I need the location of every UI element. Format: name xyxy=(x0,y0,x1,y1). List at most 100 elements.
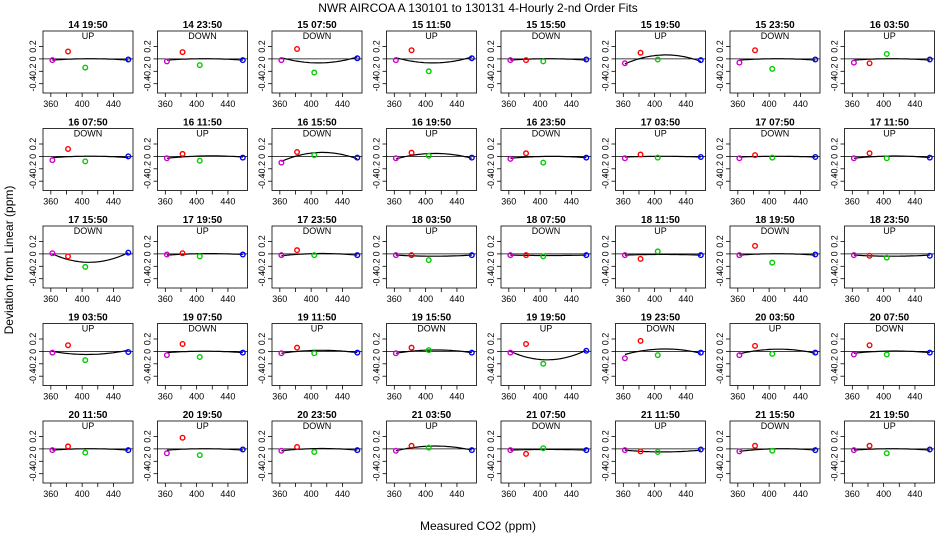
panel-title: 19 23:50 xyxy=(641,313,681,324)
x-tick-label: 360 xyxy=(501,392,516,402)
data-point xyxy=(470,56,475,61)
y-tick-label: -0.2 xyxy=(715,259,725,275)
x-tick-label: 360 xyxy=(845,392,860,402)
data-point xyxy=(66,254,71,259)
x-tick-label: 400 xyxy=(189,99,204,109)
data-point xyxy=(852,352,857,357)
x-tick-label: 360 xyxy=(272,392,287,402)
panel-title: 21 19:50 xyxy=(870,410,910,421)
y-tick-label: 0.2 xyxy=(143,235,153,248)
y-tick-label: 0 xyxy=(143,251,153,256)
x-tick-label: 360 xyxy=(387,294,402,304)
panel-title: 19 03:50 xyxy=(68,313,108,324)
y-tick-label: -0.2 xyxy=(715,454,725,470)
y-tick-label: -0.2 xyxy=(715,64,725,80)
x-tick-label: 360 xyxy=(272,489,287,499)
y-tick-label: 0 xyxy=(257,349,267,354)
x-tick-label: 400 xyxy=(418,392,433,402)
data-point xyxy=(165,59,170,64)
data-point xyxy=(241,350,246,355)
x-tick-label: 360 xyxy=(616,392,631,402)
data-point xyxy=(524,58,529,63)
data-point xyxy=(197,63,202,68)
data-point xyxy=(737,449,742,454)
y-tick-label: 0.2 xyxy=(28,138,38,151)
y-tick-label: 0 xyxy=(830,446,840,451)
data-point xyxy=(197,158,202,163)
panel-title: 20 23:50 xyxy=(297,410,337,421)
x-tick-label: 400 xyxy=(647,392,662,402)
data-point xyxy=(312,450,317,455)
panel-title: 16 11:50 xyxy=(183,118,222,129)
y-tick-label: 0 xyxy=(601,251,611,256)
data-point xyxy=(623,356,628,361)
x-tick-label: 400 xyxy=(876,392,891,402)
x-tick-label: 360 xyxy=(730,294,745,304)
data-point xyxy=(197,453,202,458)
x-tick-label: 400 xyxy=(189,197,204,207)
x-tick-label: 440 xyxy=(220,99,235,109)
y-tick-label: 0 xyxy=(372,446,382,451)
panel-direction: UP xyxy=(540,324,553,334)
y-tick-label: -0.2 xyxy=(143,454,153,470)
x-tick-label: 440 xyxy=(564,489,579,499)
panel-direction: DOWN xyxy=(74,226,103,236)
x-tick-label: 360 xyxy=(43,392,58,402)
x-tick-label: 400 xyxy=(418,197,433,207)
data-point xyxy=(295,248,300,253)
x-tick-label: 360 xyxy=(387,392,402,402)
x-tick-label: 360 xyxy=(730,489,745,499)
x-tick-label: 440 xyxy=(907,197,922,207)
data-point xyxy=(699,447,704,452)
data-point xyxy=(279,58,284,63)
x-tick-label: 400 xyxy=(189,392,204,402)
data-point xyxy=(508,157,513,162)
data-point xyxy=(279,448,284,453)
panel-direction: UP xyxy=(425,31,438,41)
x-tick-label: 400 xyxy=(762,294,777,304)
data-point xyxy=(737,60,742,65)
y-tick-label: 0 xyxy=(28,56,38,61)
x-tick-label: 400 xyxy=(762,99,777,109)
y-tick-label: -0.2 xyxy=(830,259,840,275)
data-point xyxy=(928,350,933,355)
x-tick-label: 400 xyxy=(75,99,90,109)
x-tick-label: 400 xyxy=(418,294,433,304)
data-point xyxy=(165,353,170,358)
y-tick-label: 0 xyxy=(715,154,725,159)
y-tick-label: 0.2 xyxy=(601,333,611,346)
panel-title: 18 07:50 xyxy=(526,215,566,226)
y-tick-label: -0.2 xyxy=(143,161,153,177)
fit-curve xyxy=(52,59,128,60)
x-tick-label: 360 xyxy=(845,294,860,304)
y-tick-label: 0.2 xyxy=(715,333,725,346)
data-point xyxy=(524,342,529,347)
x-tick-label: 400 xyxy=(75,197,90,207)
y-tick-label: -0.2 xyxy=(28,161,38,177)
data-point xyxy=(312,70,317,75)
x-tick-label: 440 xyxy=(678,197,693,207)
x-tick-label: 440 xyxy=(564,294,579,304)
x-tick-label: 400 xyxy=(876,294,891,304)
data-point xyxy=(295,345,300,350)
panel-direction: UP xyxy=(883,226,896,236)
data-point xyxy=(126,448,131,453)
y-tick-label: 0 xyxy=(143,349,153,354)
x-tick-label: 440 xyxy=(335,489,350,499)
x-tick-label: 440 xyxy=(678,489,693,499)
data-point xyxy=(884,451,889,456)
y-tick-label: 0.2 xyxy=(143,40,153,53)
y-tick-label: 0.2 xyxy=(28,430,38,443)
y-tick-label: -0.2 xyxy=(372,259,382,275)
panel-title: 15 07:50 xyxy=(297,20,337,31)
x-tick-label: 400 xyxy=(189,489,204,499)
data-point xyxy=(852,448,857,453)
x-tick-label: 360 xyxy=(501,489,516,499)
y-tick-label: 0 xyxy=(601,349,611,354)
